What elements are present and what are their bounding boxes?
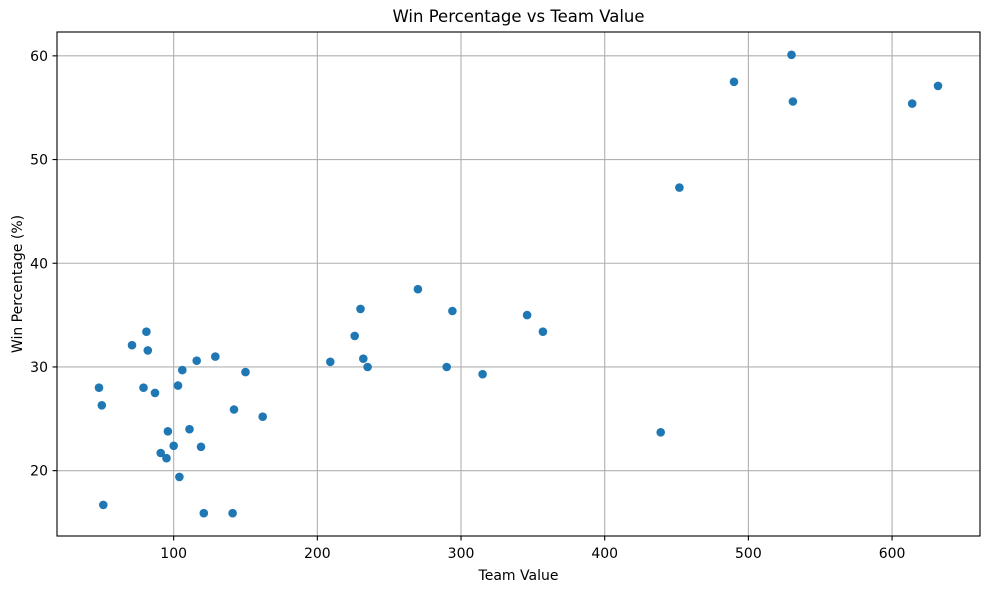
x-tick-label: 200	[304, 546, 331, 562]
data-point	[788, 97, 798, 106]
x-tick-label: 100	[160, 546, 187, 562]
data-point	[356, 304, 365, 314]
data-point	[907, 99, 917, 108]
data-point	[156, 448, 165, 458]
data-point	[350, 331, 360, 341]
data-point	[139, 383, 148, 393]
y-tick-label: 60	[30, 49, 48, 65]
x-tick-label: 500	[735, 546, 762, 562]
data-point	[211, 352, 220, 361]
data-point	[241, 367, 250, 377]
data-point	[228, 508, 237, 518]
y-axis-label: Win Percentage (%)	[10, 215, 26, 353]
data-point	[656, 428, 665, 437]
y-tick-label: 40	[30, 256, 48, 272]
x-tick-label: 400	[591, 546, 618, 562]
y-tick-label: 30	[30, 360, 48, 376]
data-point	[196, 442, 206, 452]
data-point	[729, 77, 739, 87]
data-point	[933, 81, 943, 91]
data-point	[675, 183, 684, 192]
data-point	[258, 412, 268, 422]
data-point	[173, 381, 183, 390]
data-point	[448, 306, 457, 316]
data-point	[97, 401, 107, 410]
data-points	[94, 50, 943, 518]
data-point	[363, 362, 372, 372]
x-tick-label: 300	[448, 546, 475, 562]
data-point	[787, 50, 796, 60]
data-point	[229, 405, 239, 414]
data-point	[538, 327, 548, 337]
x-tick-label: 600	[879, 546, 906, 562]
data-point	[522, 310, 532, 320]
chart-title: Win Percentage vs Team Value	[392, 7, 644, 26]
data-point	[127, 340, 137, 350]
plot-border	[56, 31, 981, 537]
y-tick-label: 50	[30, 153, 48, 169]
data-point	[326, 357, 335, 367]
y-axis-ticks: 20 30 40 50 60	[30, 49, 57, 480]
data-point	[359, 354, 368, 364]
data-point	[94, 383, 104, 393]
data-point	[199, 508, 209, 518]
gridlines	[57, 32, 980, 536]
data-point	[99, 500, 108, 510]
data-point	[178, 365, 187, 375]
data-point	[169, 441, 178, 451]
data-point	[162, 453, 171, 463]
data-point	[150, 388, 160, 398]
data-point	[175, 472, 184, 482]
y-tick-label: 20	[30, 464, 48, 480]
data-point	[185, 424, 194, 434]
data-point	[442, 362, 452, 372]
data-point	[142, 327, 151, 337]
data-point	[163, 427, 173, 436]
data-point	[478, 369, 487, 379]
data-point	[413, 284, 423, 294]
x-axis-ticks: 100 200 300 400 500 600	[160, 536, 905, 562]
x-axis-label: Team Value	[478, 568, 559, 584]
data-point	[192, 356, 201, 366]
data-point	[143, 346, 153, 355]
